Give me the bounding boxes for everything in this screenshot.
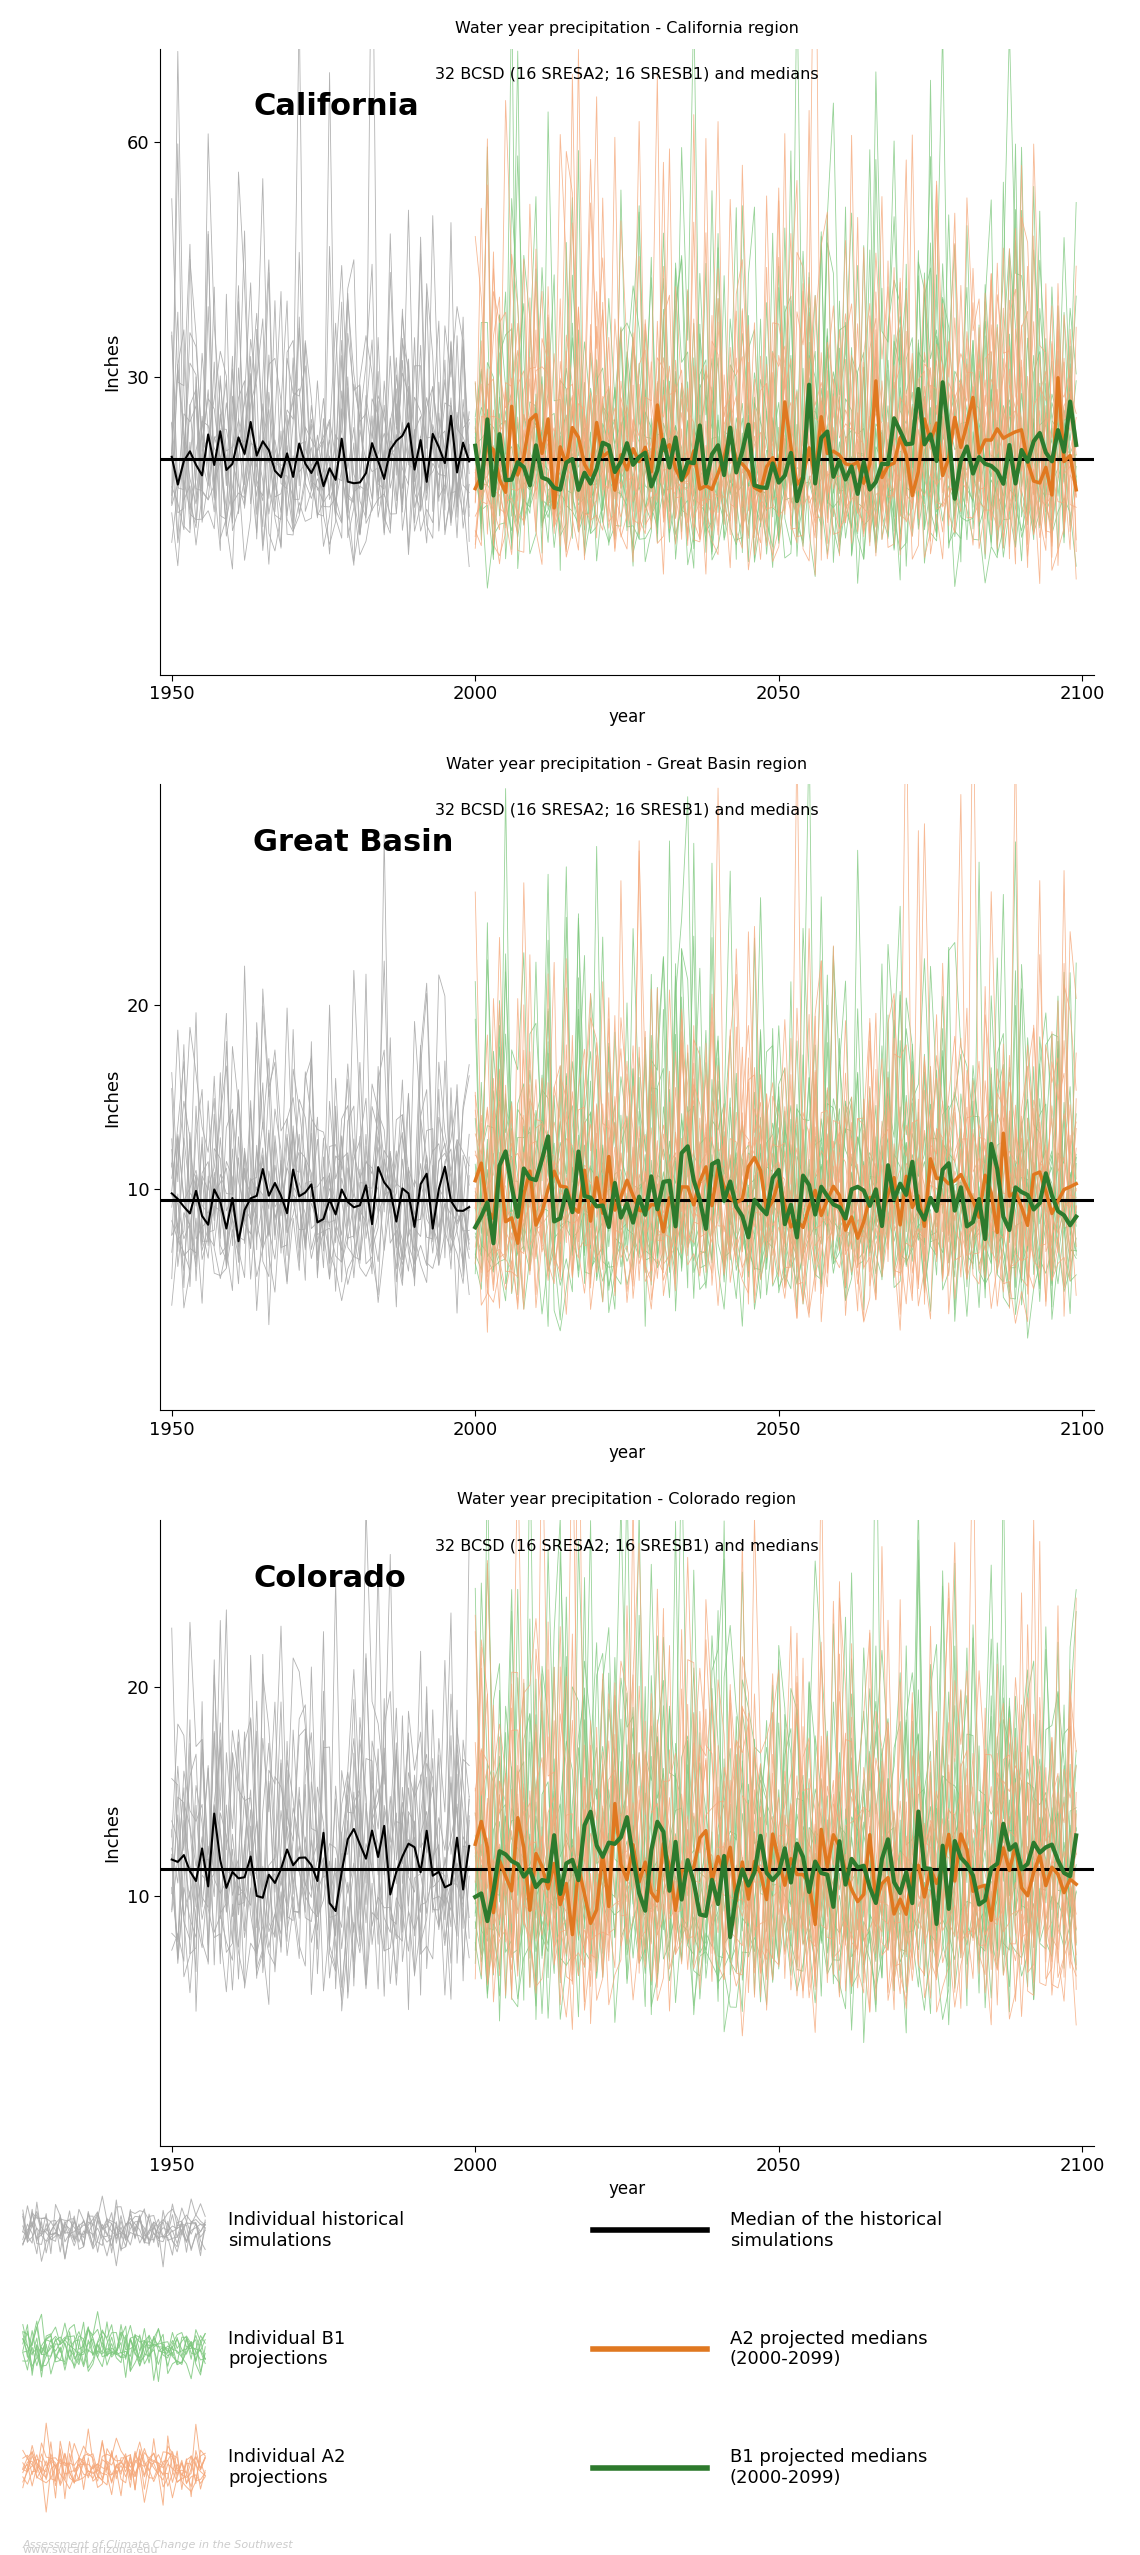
Text: California: California — [253, 92, 418, 123]
Text: B1 projected medians
(2000-2099): B1 projected medians (2000-2099) — [730, 2448, 927, 2486]
Y-axis label: Inches: Inches — [103, 1068, 121, 1127]
Text: 32 BCSD (16 SRESA2; 16 SRESB1) and medians: 32 BCSD (16 SRESA2; 16 SRESB1) and media… — [435, 802, 819, 818]
Text: Individual B1
projections: Individual B1 projections — [228, 2330, 345, 2368]
Text: www.swcarr.arizona.edu: www.swcarr.arizona.edu — [23, 2545, 158, 2555]
Text: Water year precipitation - Great Basin region: Water year precipitation - Great Basin r… — [447, 756, 807, 772]
X-axis label: year: year — [609, 2179, 645, 2197]
X-axis label: year: year — [609, 1444, 645, 1461]
Text: Great Basin: Great Basin — [253, 828, 454, 858]
Text: Median of the historical
simulations: Median of the historical simulations — [730, 2210, 942, 2248]
X-axis label: year: year — [609, 708, 645, 726]
Text: Water year precipitation - Colorado region: Water year precipitation - Colorado regi… — [457, 1492, 797, 1507]
Text: Water year precipitation - California region: Water year precipitation - California re… — [455, 20, 799, 36]
Text: Individual A2
projections: Individual A2 projections — [228, 2448, 345, 2486]
Text: Assessment of Climate Change in the Southwest: Assessment of Climate Change in the Sout… — [23, 2540, 293, 2550]
Text: Individual historical
simulations: Individual historical simulations — [228, 2210, 405, 2248]
Text: A2 projected medians
(2000-2099): A2 projected medians (2000-2099) — [730, 2330, 927, 2368]
Text: 32 BCSD (16 SRESA2; 16 SRESB1) and medians: 32 BCSD (16 SRESA2; 16 SRESB1) and media… — [435, 1538, 819, 1553]
Text: Colorado: Colorado — [253, 1564, 406, 1594]
Y-axis label: Inches: Inches — [103, 332, 121, 391]
Text: 32 BCSD (16 SRESA2; 16 SRESB1) and medians: 32 BCSD (16 SRESA2; 16 SRESB1) and media… — [435, 66, 819, 82]
Y-axis label: Inches: Inches — [103, 1804, 121, 1863]
